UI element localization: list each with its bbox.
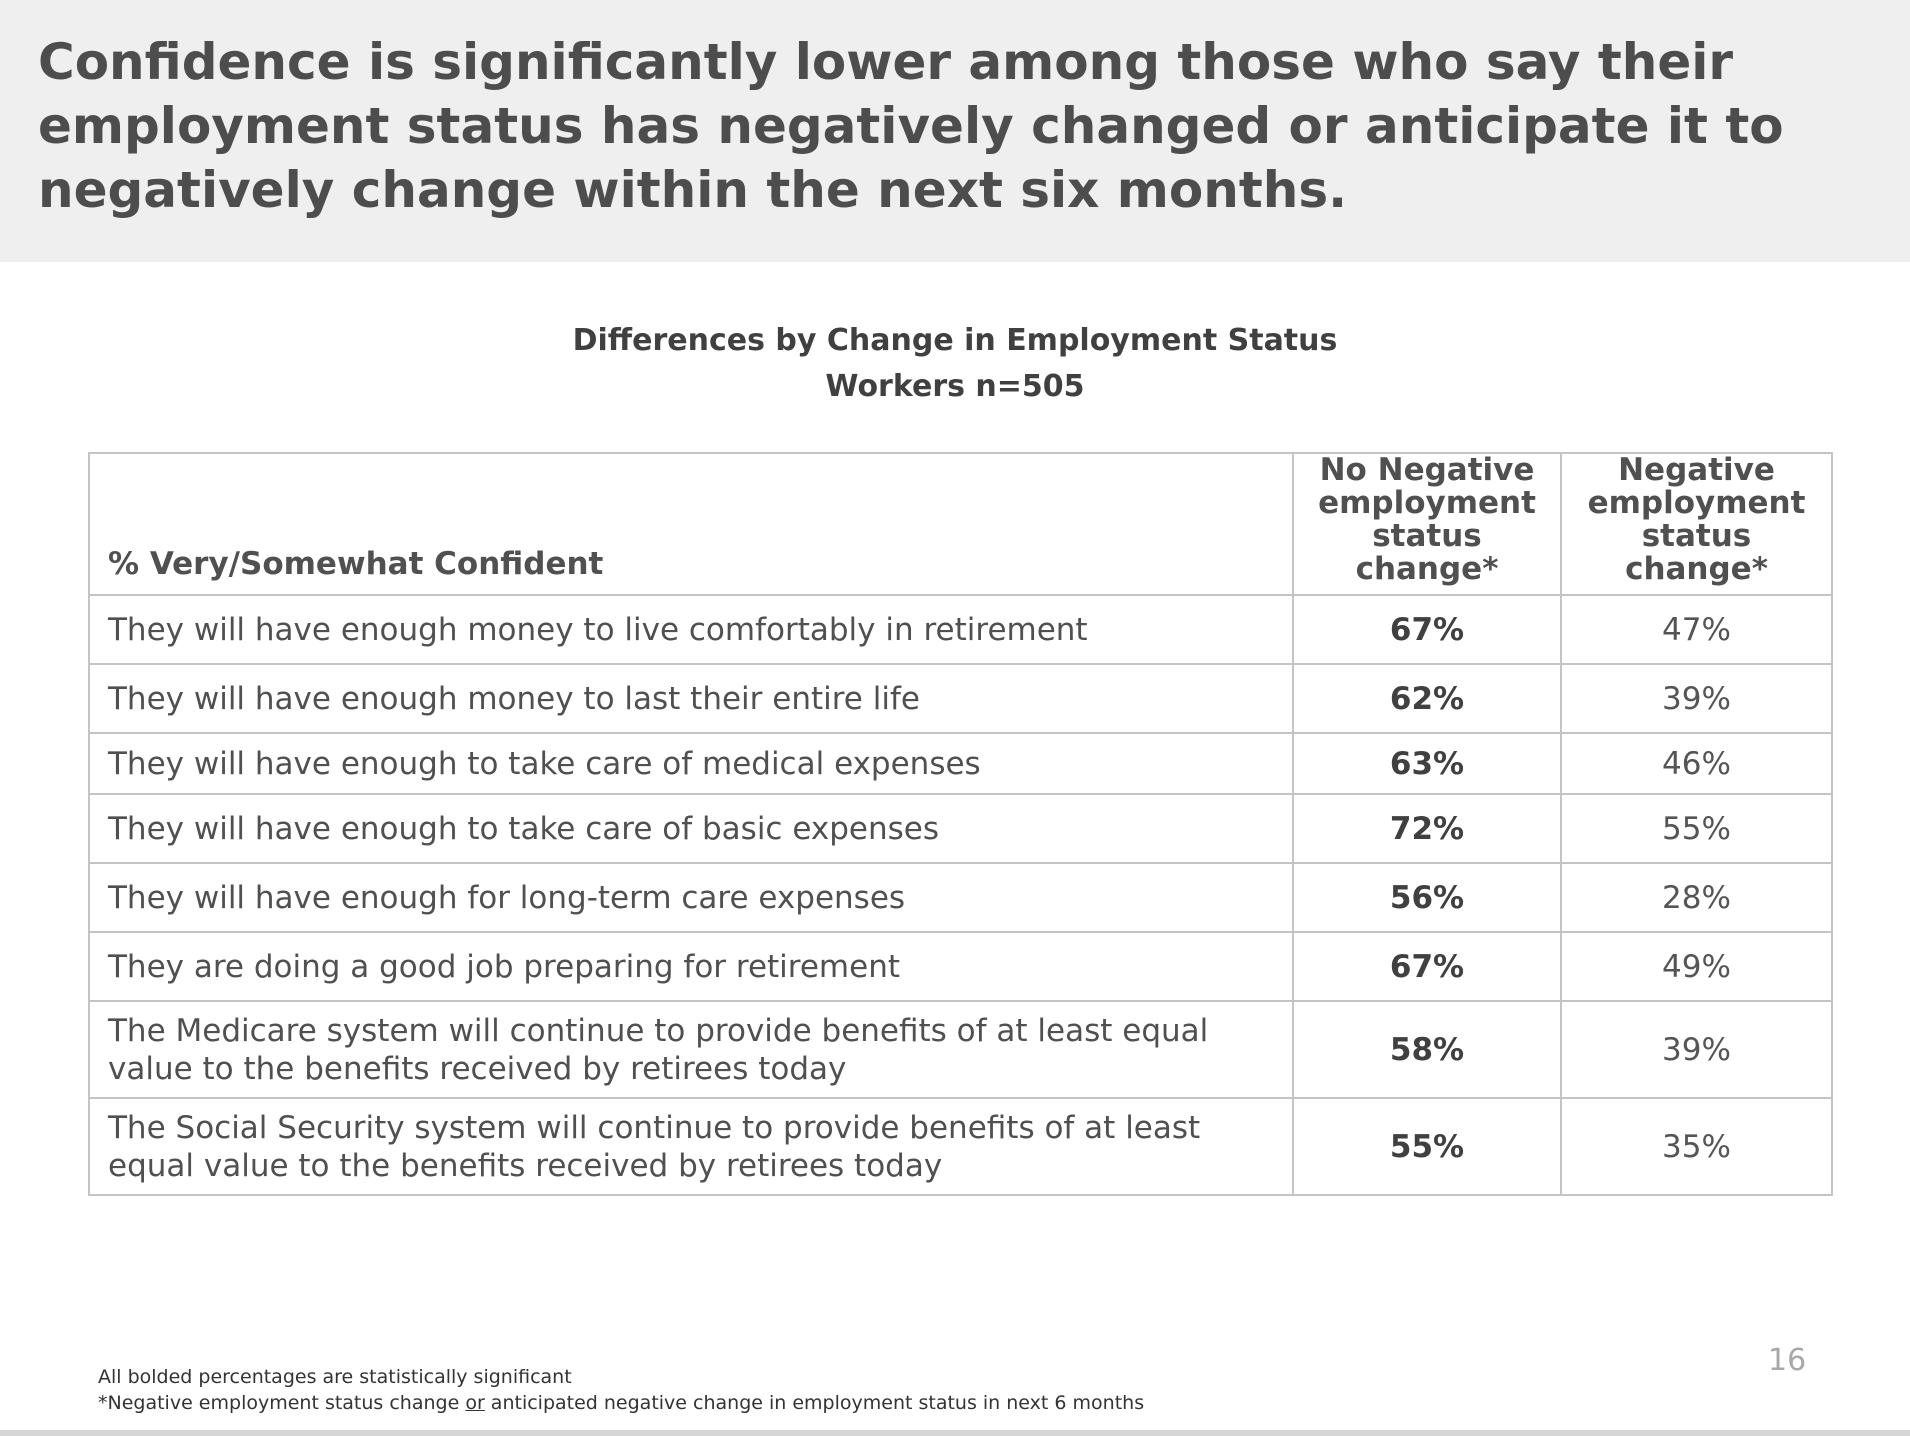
value-negative-change: 35% [1560,1097,1833,1196]
value-negative-change: 39% [1560,1000,1833,1099]
confidence-table: % Very/Somewhat Confident No Negative em… [88,452,1833,1196]
footnote-significance: All bolded percentages are statistically… [98,1366,572,1388]
value-no-negative-change: 62% [1292,663,1562,734]
column-header-negative-change: Negative employment status change* [1560,452,1833,596]
table-row: They will have enough to take care of me… [88,732,1833,795]
table-row: They will have enough money to live comf… [88,594,1833,665]
footnote-definition-or: or [465,1392,485,1414]
value-no-negative-change: 63% [1292,732,1562,795]
table-row: The Medicare system will continue to pro… [88,1000,1833,1099]
value-no-negative-change: 67% [1292,931,1562,1002]
value-negative-change: 49% [1560,931,1833,1002]
page-number: 16 [1768,1343,1807,1378]
column-header-no-negative-change: No Negative employment status change* [1292,452,1562,596]
table-row: They will have enough money to last thei… [88,663,1833,734]
table-row: They are doing a good job preparing for … [88,931,1833,1002]
row-label: The Social Security system will continue… [88,1097,1294,1196]
row-label: They will have enough for long-term care… [88,862,1294,933]
value-no-negative-change: 58% [1292,1000,1562,1099]
stub-header: % Very/Somewhat Confident [88,452,1294,596]
slide-headline: Confidence is significantly lower among … [38,33,1784,219]
bottom-rule [0,1430,1910,1436]
value-no-negative-change: 67% [1292,594,1562,665]
row-label: The Medicare system will continue to pro… [88,1000,1294,1099]
value-negative-change: 55% [1560,793,1833,864]
footnote-definition-end: anticipated negative change in employmen… [484,1392,1145,1414]
table-header-row: % Very/Somewhat Confident No Negative em… [88,452,1833,596]
value-negative-change: 39% [1560,663,1833,734]
footnote-definition-start: *Negative employment status change [98,1392,466,1414]
table-row: They will have enough for long-term care… [88,862,1833,933]
table-row: They will have enough to take care of ba… [88,793,1833,864]
value-negative-change: 47% [1560,594,1833,665]
table-title-block: Differences by Change in Employment Stat… [0,318,1910,410]
header-band [0,0,1910,262]
row-label: They will have enough to take care of me… [88,732,1294,795]
row-label: They are doing a good job preparing for … [88,931,1294,1002]
value-no-negative-change: 56% [1292,862,1562,933]
table-title: Differences by Change in Employment Stat… [572,323,1338,358]
value-negative-change: 28% [1560,862,1833,933]
row-label: They will have enough to take care of ba… [88,793,1294,864]
footnote-definition: *Negative employment status change or an… [98,1390,1144,1416]
footnotes: All bolded percentages are statistically… [98,1364,1144,1416]
table-row: The Social Security system will continue… [88,1097,1833,1196]
value-negative-change: 46% [1560,732,1833,795]
row-label: They will have enough money to last thei… [88,663,1294,734]
row-label: They will have enough money to live comf… [88,594,1294,665]
value-no-negative-change: 72% [1292,793,1562,864]
table-subtitle: Workers n=505 [825,369,1085,404]
value-no-negative-change: 55% [1292,1097,1562,1196]
